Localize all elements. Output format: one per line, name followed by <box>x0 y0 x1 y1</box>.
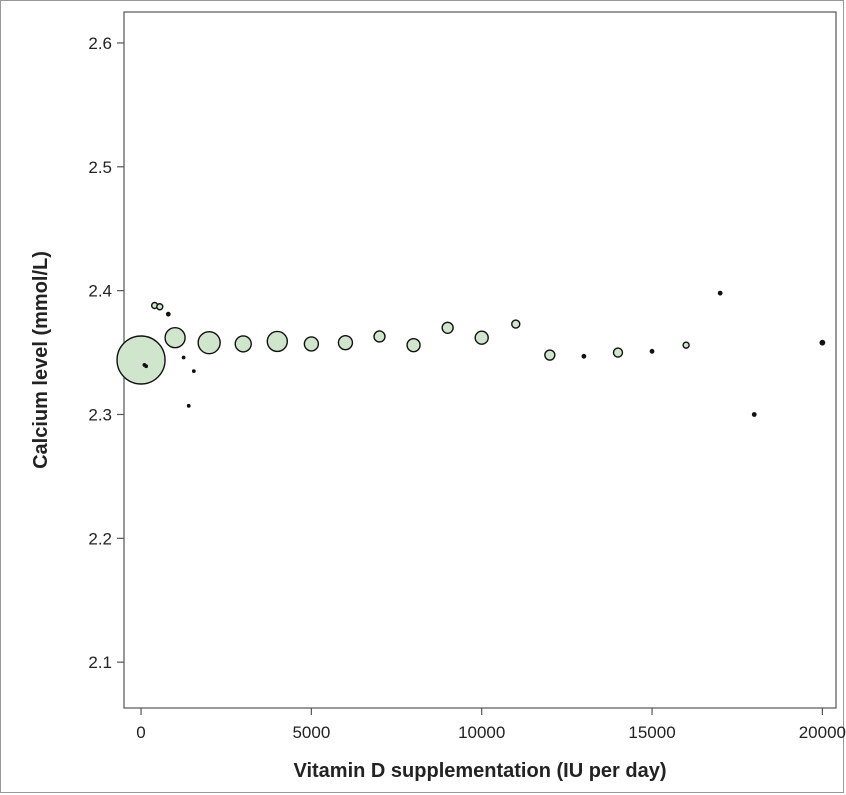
data-point <box>191 369 196 374</box>
data-point <box>511 319 521 329</box>
data-point <box>373 330 386 343</box>
x-tick-label: 20000 <box>799 723 846 742</box>
data-point <box>164 327 186 349</box>
data-point <box>544 349 556 361</box>
data-point <box>266 330 289 353</box>
y-tick-label: 2.2 <box>88 529 112 548</box>
y-tick-label: 2.5 <box>88 158 112 177</box>
x-tick-label: 0 <box>136 723 145 742</box>
x-tick-label: 10000 <box>458 723 505 742</box>
data-point <box>165 311 171 317</box>
data-point <box>406 337 421 353</box>
y-axis: 2.1 2.2 2.3 2.4 2.5 2.6 <box>88 34 124 672</box>
y-tick-label: 2.4 <box>88 282 112 301</box>
data-point <box>303 336 320 352</box>
data-points <box>116 290 826 417</box>
data-point <box>144 364 149 369</box>
y-tick-label: 2.1 <box>88 653 112 672</box>
x-axis: 0 5000 10000 15000 20000 <box>136 708 846 742</box>
data-point <box>581 353 587 359</box>
x-tick-label: 15000 <box>628 723 675 742</box>
data-point <box>649 348 655 354</box>
data-point <box>751 412 757 417</box>
data-point <box>441 321 454 335</box>
data-point <box>682 341 690 349</box>
x-tick-label: 5000 <box>292 723 330 742</box>
data-point <box>474 330 489 345</box>
data-point <box>234 335 252 353</box>
data-point <box>181 355 186 360</box>
data-point <box>717 290 723 296</box>
data-point <box>819 339 826 346</box>
x-axis-title: Vitamin D supplementation (IU per day) <box>293 760 666 782</box>
y-tick-label: 2.6 <box>88 34 112 53</box>
plot-area <box>123 11 837 709</box>
data-point <box>156 303 164 311</box>
y-axis-title: Calcium level (mmol/L) <box>30 251 52 469</box>
data-point <box>197 330 221 355</box>
data-point <box>337 334 354 351</box>
y-tick-label: 2.3 <box>88 405 112 424</box>
data-point <box>116 335 166 385</box>
data-point <box>186 403 191 408</box>
data-point <box>612 347 624 358</box>
